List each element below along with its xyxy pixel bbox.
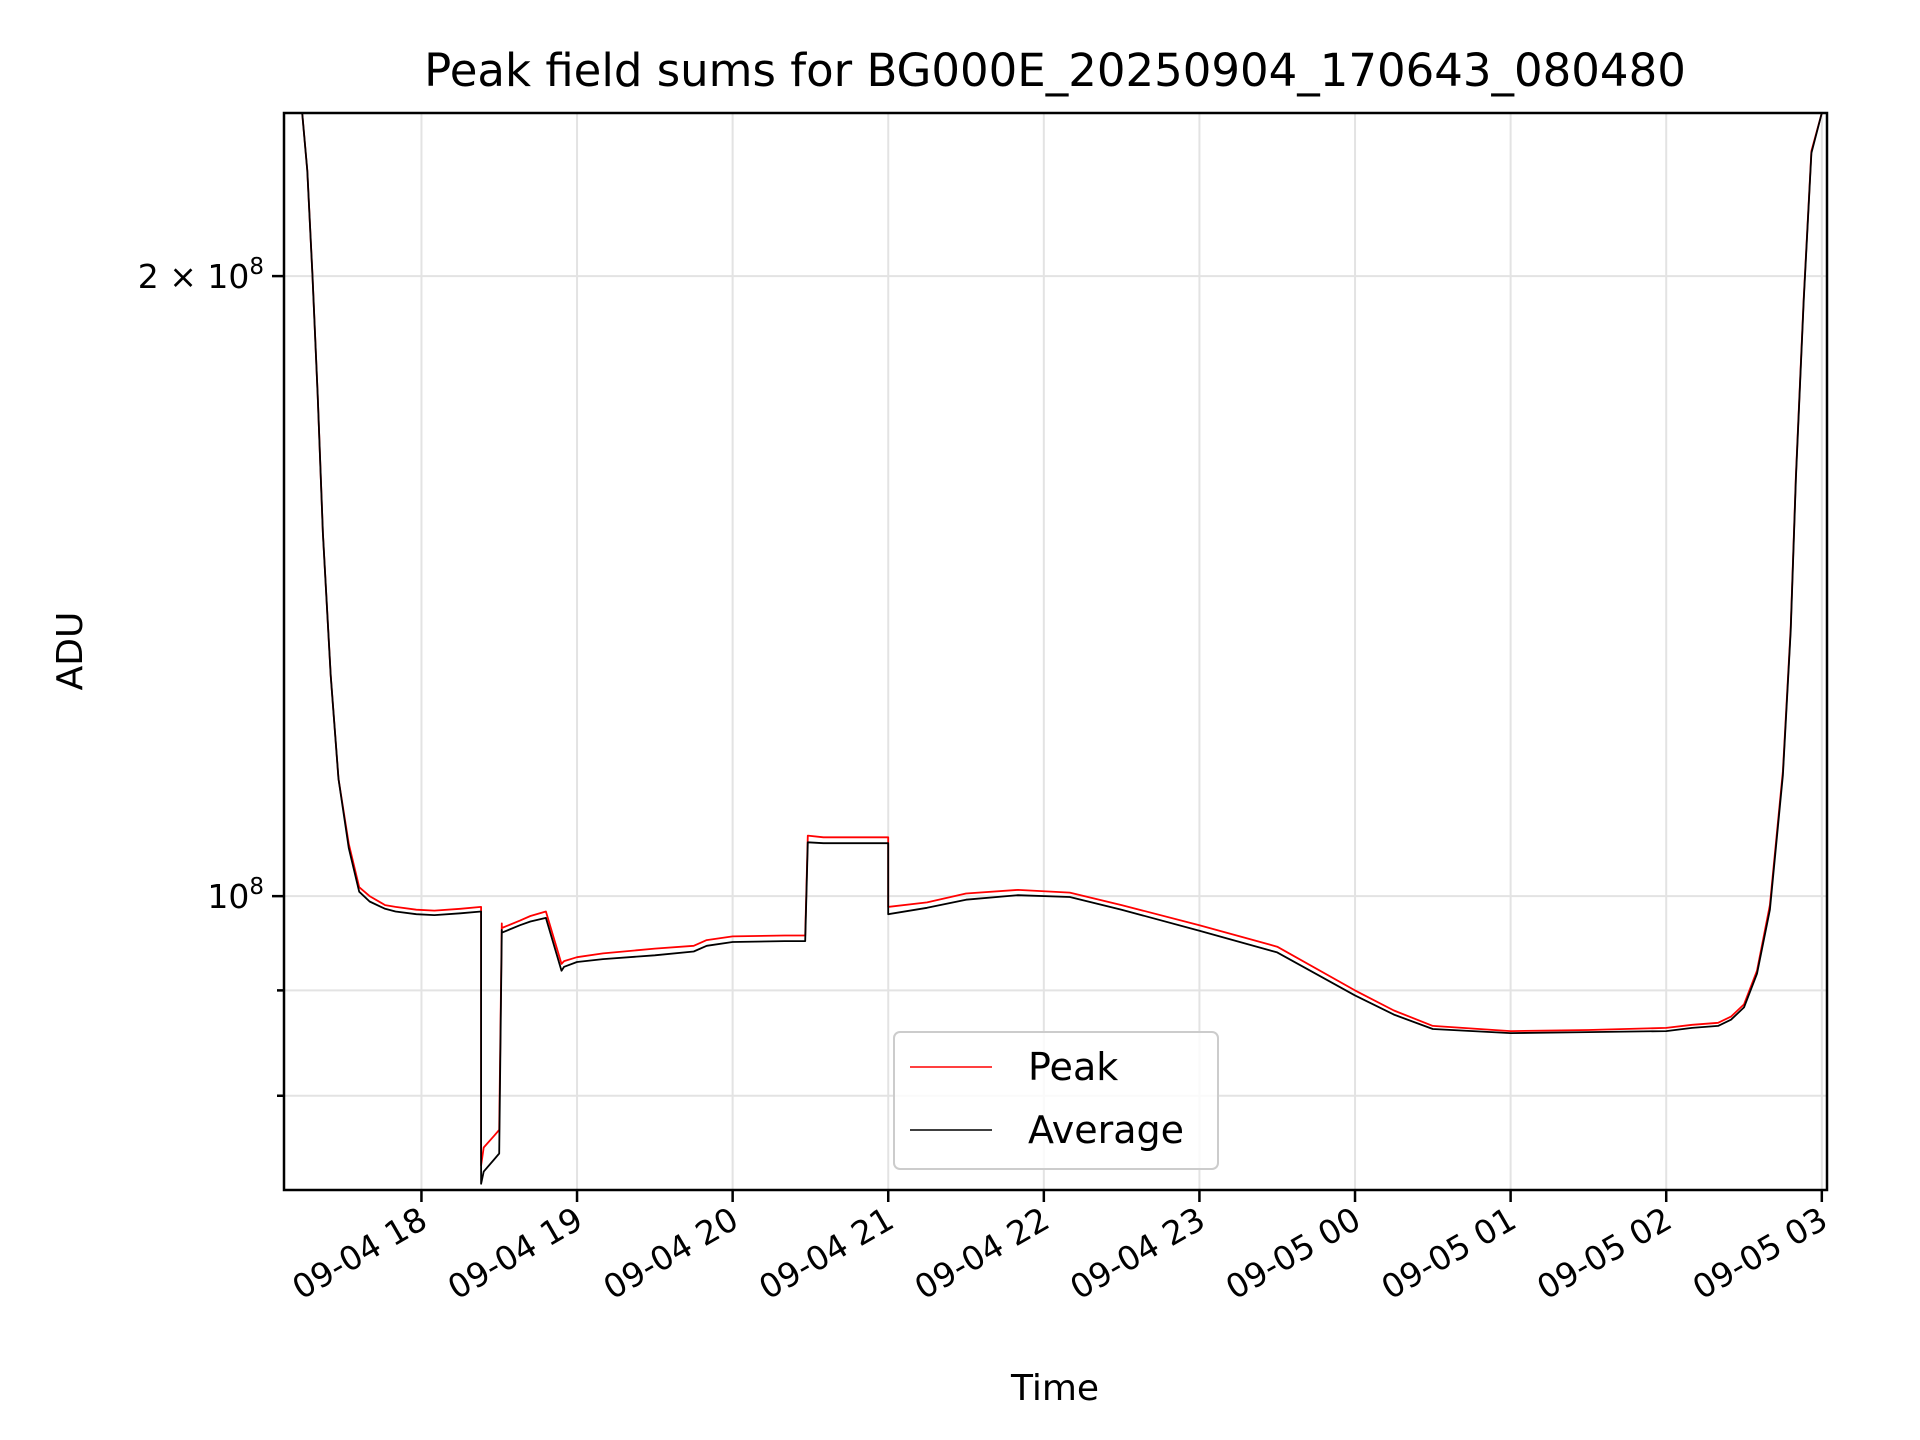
chart-title: Peak field sums for BG000E_20250904_1706… xyxy=(424,44,1686,97)
legend: Peak Average xyxy=(893,1031,1219,1170)
grid xyxy=(284,113,1827,1190)
series-line-average xyxy=(284,113,1827,1185)
series-line-peak xyxy=(284,113,1827,1167)
x-axis-label: Time xyxy=(1010,1368,1099,1409)
plot-area xyxy=(284,113,1827,1185)
legend-average-label: Average xyxy=(1028,1108,1184,1152)
y-tick-label: 2 × 108 xyxy=(138,254,264,296)
y-tick-label: 108 xyxy=(207,874,264,916)
y-axis-label: ADU xyxy=(50,612,91,691)
axes-frame xyxy=(282,111,1829,1192)
legend-peak-label: Peak xyxy=(1028,1045,1118,1089)
